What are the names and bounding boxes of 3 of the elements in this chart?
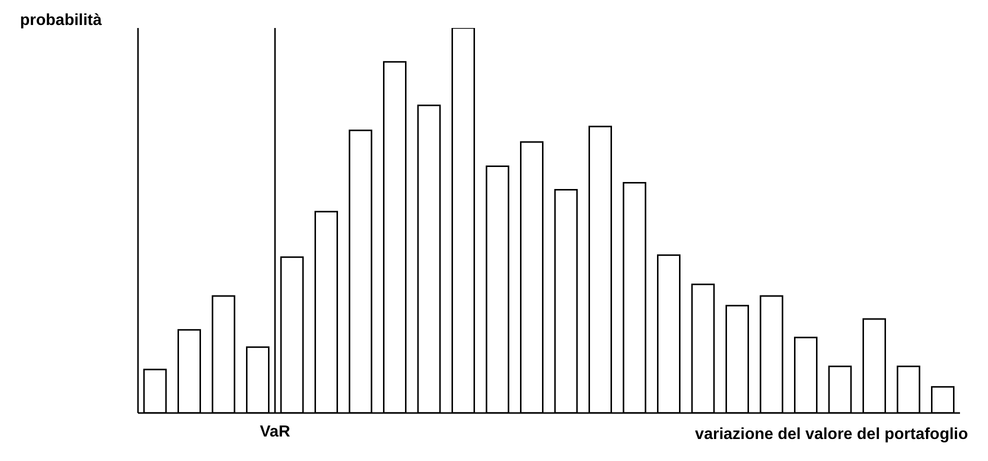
text: VaR xyxy=(260,423,291,440)
x-axis-title: variazione del valore del portafoglio xyxy=(695,426,968,444)
y-axis-title: probabilità xyxy=(20,12,102,30)
